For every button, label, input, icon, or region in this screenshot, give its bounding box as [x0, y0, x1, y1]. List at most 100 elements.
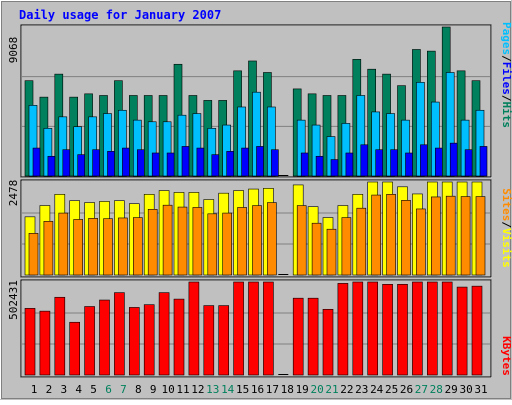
bar-pages-day-8	[137, 149, 145, 177]
bar-sites-day-7	[118, 217, 128, 276]
bar-kbytes-day-6	[99, 299, 110, 376]
legend-kbytes: KBytes	[500, 336, 512, 376]
x-tick-label: 28	[430, 383, 443, 396]
bar-pages-day-25	[390, 149, 398, 177]
bar-pages-day-23	[360, 144, 369, 177]
bar-sites-day-21	[326, 228, 337, 276]
bar-sites-day-19	[296, 205, 307, 276]
x-tick-label: 11	[176, 383, 189, 396]
bar-sites-day-13	[207, 213, 218, 276]
bar-kbytes-day-15	[233, 281, 244, 376]
bar-sites-day-28	[430, 196, 441, 276]
panel-middle-border	[20, 179, 492, 278]
bar-pages-day-1	[32, 147, 41, 177]
chart-title: Daily usage for January 2007	[19, 8, 221, 22]
bar-kbytes-day-11	[173, 298, 185, 376]
legend-sites: Sites	[500, 188, 512, 221]
bar-pages-day-9	[151, 152, 160, 177]
frame-shadow	[1, 1, 511, 399]
bar-kbytes-day-12	[188, 281, 200, 376]
bar-sites-day-22	[341, 217, 352, 276]
x-tick-label: 23	[355, 383, 368, 396]
legend-sep-2: /	[500, 95, 512, 102]
bar-pages-day-20	[315, 155, 324, 177]
legend-files: Files	[500, 62, 512, 95]
bar-sites-day-20	[311, 222, 322, 276]
bar-kbytes-day-14	[218, 305, 229, 376]
x-tick-label: 14	[221, 383, 235, 396]
bar-kbytes-day-1	[24, 308, 36, 376]
x-axis-labels: 1 2 3 4 5 6 7 8 9 10 11 12 13 14 15 16 17 18 19 20 21 22 23 24 2…	[31, 383, 488, 396]
x-tick-label: 4	[75, 383, 82, 396]
x-tick-label: 8	[135, 383, 142, 396]
bar-sites-day-17	[267, 202, 277, 276]
bar-kbytes-day-31	[471, 285, 483, 376]
bar-kbytes-day-20	[307, 297, 319, 376]
bar-kbytes-day-22	[337, 283, 349, 376]
bar-kbytes-day-27	[412, 281, 423, 376]
bar-kbytes-day-24	[367, 281, 379, 376]
bar-kbytes-day-8	[129, 307, 140, 376]
bar-pages-day-24	[375, 149, 384, 177]
middle-legend: Sites/Visits	[500, 188, 512, 268]
bar-pages-day-17	[271, 149, 279, 177]
bar-kbytes-day-5	[84, 306, 95, 376]
x-tick-label: 27	[415, 383, 428, 396]
bar-kbytes-day-21	[322, 308, 334, 376]
bar-kbytes-day-25	[382, 284, 393, 376]
legend-sep-1: /	[500, 55, 512, 62]
bar-sites-day-29	[445, 195, 456, 276]
x-tick-label: 20	[310, 383, 323, 396]
bar-sites-day-30	[460, 196, 471, 276]
bar-pages-day-2	[47, 155, 56, 177]
bar-pages-day-4	[77, 154, 85, 177]
x-tick-label: 9	[150, 383, 157, 396]
legend-pages: Pages	[500, 22, 512, 55]
bar-pages-day-28	[434, 147, 443, 177]
bar-sites-day-6	[103, 218, 113, 276]
x-tick-label: 24	[370, 383, 384, 396]
x-tick-label: 29	[445, 383, 458, 396]
bar-sites-day-4	[73, 219, 83, 276]
bar-kbytes-day-7	[114, 292, 125, 376]
bar-kbytes-day-2	[39, 310, 51, 376]
bar-kbytes-day-30	[456, 286, 468, 376]
x-tick-label: 18	[281, 383, 294, 396]
bar-sites-day-11	[177, 206, 188, 276]
top-legend: Pages/Files/Hits	[500, 22, 512, 128]
x-tick-label: 3	[60, 383, 67, 396]
bar-kbytes-day-9	[143, 304, 155, 376]
empty-day-marker	[278, 175, 289, 176]
bar-pages-day-12	[196, 147, 205, 177]
bar-sites-day-15	[237, 207, 247, 276]
bar-sites-day-8	[133, 217, 143, 276]
bar-sites-day-31	[475, 196, 486, 276]
x-tick-label: 22	[340, 383, 353, 396]
x-tick-label: 16	[251, 383, 264, 396]
bar-sites-day-12	[192, 207, 203, 276]
x-tick-label: 10	[161, 383, 174, 396]
bar-sites-day-5	[88, 218, 98, 276]
bottom-ymax-label: 502431	[7, 280, 20, 320]
x-tick-label: 15	[236, 383, 249, 396]
x-tick-label: 7	[120, 383, 127, 396]
x-tick-label: 5	[90, 383, 97, 396]
legend-hits: Hits	[500, 102, 512, 129]
bar-kbytes-day-16	[248, 281, 259, 376]
bar-kbytes-day-17	[263, 281, 274, 376]
x-tick-label: 25	[385, 383, 398, 396]
bar-pages-day-13	[211, 154, 220, 177]
bar-kbytes-day-4	[69, 321, 80, 376]
bar-kbytes-day-3	[54, 296, 66, 376]
bar-pages-day-6	[107, 151, 115, 177]
bar-pages-day-29	[449, 142, 458, 177]
bar-pages-day-27	[420, 144, 428, 177]
bar-sites-day-2	[43, 221, 54, 276]
x-tick-label: 21	[325, 383, 338, 396]
bar-pages-day-26	[405, 152, 413, 177]
x-tick-label: 13	[206, 383, 219, 396]
bar-pages-day-7	[122, 147, 130, 177]
bar-sites-day-9	[147, 209, 158, 276]
bar-sites-day-14	[222, 212, 232, 276]
